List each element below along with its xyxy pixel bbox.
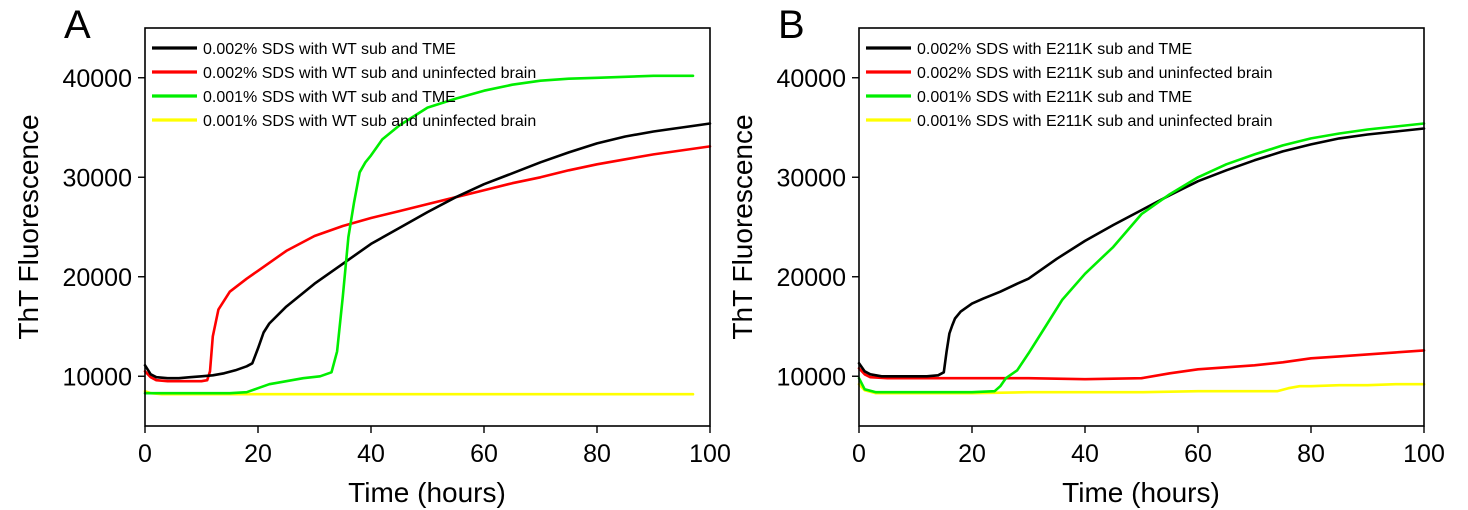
x-tick-label-b-100: 100 (1403, 440, 1445, 468)
x-tick-label-b-80: 80 (1297, 440, 1325, 468)
series-line-a-2 (143, 145, 712, 383)
legend-label-a-2: 0.002% SDS with WT sub and uninfected br… (203, 65, 536, 82)
x-tick-label-a-80: 80 (583, 440, 611, 468)
y-axis-label-b: ThT Fluorescence (727, 114, 758, 339)
legend-label-a-4: 0.001% SDS with WT sub and uninfected br… (203, 113, 536, 130)
panel-b: B 0 20 40 60 80 100 10000 20000 30000 40000 Time … (727, 3, 1445, 508)
y-tick-label-b-30000: 30000 (776, 164, 846, 192)
x-tick-label-a-100: 100 (689, 440, 731, 468)
panel-letter-a: A (64, 3, 91, 47)
series-line-b-1 (857, 127, 1426, 378)
x-axis-label-b: Time (hours) (1062, 477, 1220, 508)
x-tick-label-a-60: 60 (470, 440, 498, 468)
legend-a: 0.002% SDS with WT sub and TME 0.002% SDS… (152, 41, 536, 130)
x-tick-label-b-20: 20 (958, 440, 986, 468)
legend-label-b-1: 0.002% SDS with E211K sub and TME (917, 41, 1192, 58)
legend-label-a-3: 0.001% SDS with WT sub and TME (203, 89, 456, 106)
x-tick-label-a-20: 20 (244, 440, 272, 468)
y-tick-label-b-10000: 10000 (776, 363, 846, 391)
series-line-a-1 (143, 122, 712, 380)
panel-a: A 0 20 40 60 80 100 10000 20000 30000 40000 Time … (13, 3, 731, 508)
legend-label-a-1: 0.002% SDS with WT sub and TME (203, 41, 456, 58)
y-tick-label-a-30000: 30000 (62, 164, 132, 192)
x-tick-label-a-0: 0 (138, 440, 152, 468)
series-line-b-3 (857, 122, 1426, 394)
series-line-b-2 (857, 349, 1426, 381)
legend-label-b-3: 0.001% SDS with E211K sub and TME (917, 89, 1192, 106)
panel-letter-b: B (778, 3, 805, 47)
x-axis-label-a: Time (hours) (348, 477, 506, 508)
y-tick-label-a-20000: 20000 (62, 264, 132, 292)
legend-b: 0.002% SDS with E211K sub and TME 0.002% … (866, 41, 1273, 130)
plot-frame-a (144, 27, 711, 427)
y-tick-label-b-20000: 20000 (776, 264, 846, 292)
y-axis-label-a: ThT Fluorescence (13, 114, 44, 339)
legend-label-b-2: 0.002% SDS with E211K sub and uninfected… (917, 65, 1273, 82)
x-tick-label-b-40: 40 (1071, 440, 1099, 468)
y-tick-label-b-40000: 40000 (776, 65, 846, 93)
y-tick-label-a-10000: 10000 (62, 363, 132, 391)
x-tick-label-b-0: 0 (852, 440, 866, 468)
plot-frame-b (858, 27, 1425, 427)
x-tick-label-b-60: 60 (1184, 440, 1212, 468)
legend-label-b-4: 0.001% SDS with E211K sub and uninfected… (917, 113, 1273, 130)
y-tick-label-a-40000: 40000 (62, 65, 132, 93)
series-line-a-3 (143, 74, 695, 395)
x-tick-label-a-40: 40 (357, 440, 385, 468)
